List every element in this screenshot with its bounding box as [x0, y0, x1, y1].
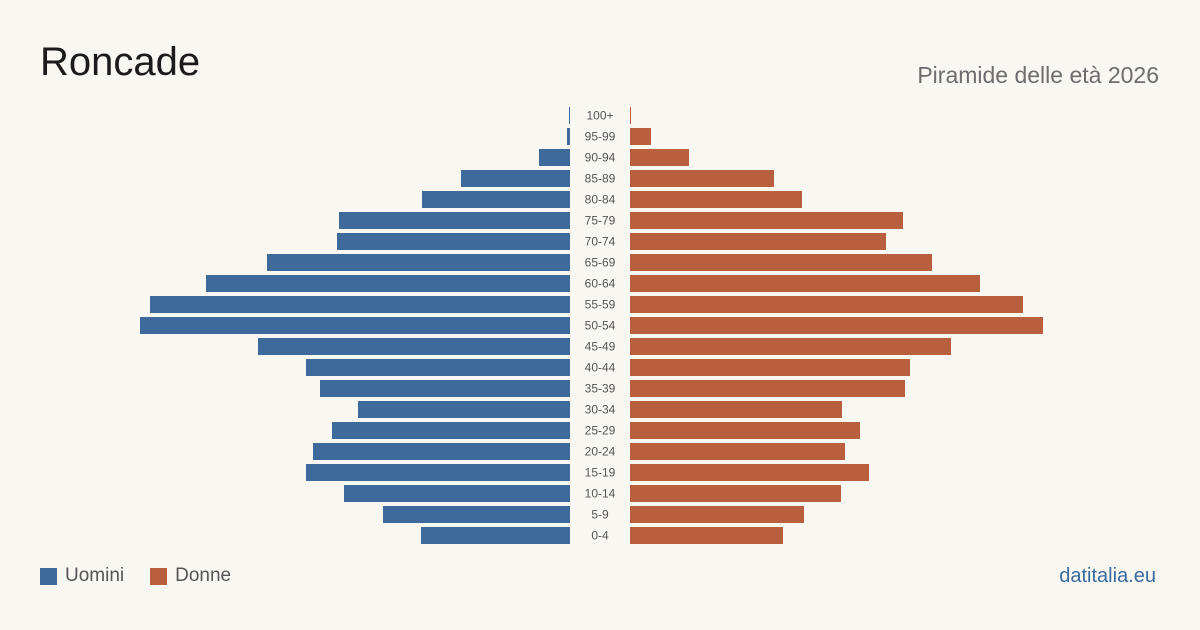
bar-men-5-9 — [383, 506, 570, 523]
legend-label-men: Uomini — [65, 565, 125, 586]
bar-women-15-19 — [630, 464, 869, 481]
page-title: Roncade — [40, 40, 201, 84]
bar-women-60-64 — [630, 275, 980, 292]
age-label-95-99: 95-99 — [585, 130, 616, 144]
age-label-75-79: 75-79 — [585, 214, 616, 228]
bar-women-100plus — [630, 107, 631, 124]
bar-women-30-34 — [630, 401, 842, 418]
bar-men-75-79 — [339, 212, 570, 229]
age-label-65-69: 65-69 — [585, 256, 616, 270]
bar-men-35-39 — [320, 380, 570, 397]
bar-women-25-29 — [630, 422, 860, 439]
legend-swatch-men — [40, 567, 57, 585]
bar-men-60-64 — [206, 275, 570, 292]
bar-women-5-9 — [630, 506, 804, 523]
bar-women-75-79 — [630, 212, 903, 229]
bar-women-70-74 — [630, 233, 886, 250]
bar-men-80-84 — [422, 191, 570, 208]
bar-women-45-49 — [630, 338, 951, 355]
age-label-5-9: 5-9 — [591, 508, 609, 522]
bar-men-65-69 — [267, 254, 570, 271]
age-label-25-29: 25-29 — [585, 424, 616, 438]
bar-women-90-94 — [630, 149, 689, 166]
bar-women-85-89 — [630, 170, 774, 187]
age-label-55-59: 55-59 — [585, 298, 616, 312]
bar-men-50-54 — [140, 317, 570, 334]
bar-men-85-89 — [461, 170, 570, 187]
bar-men-40-44 — [306, 359, 570, 376]
bar-men-15-19 — [306, 464, 570, 481]
age-label-45-49: 45-49 — [585, 340, 616, 354]
bar-men-55-59 — [150, 296, 570, 313]
legend-item-men: Uomini — [40, 565, 124, 587]
bar-men-95-99 — [567, 128, 570, 145]
bar-men-100plus — [569, 107, 570, 124]
age-label-40-44: 40-44 — [585, 361, 616, 375]
age-label-10-14: 10-14 — [585, 487, 616, 501]
age-label-15-19: 15-19 — [585, 466, 616, 480]
bar-women-95-99 — [630, 128, 651, 145]
bar-women-80-84 — [630, 191, 802, 208]
chart-subtitle: Piramide delle età 2026 — [917, 62, 1159, 88]
bar-men-25-29 — [332, 422, 570, 439]
chart-legend: Uomini Donne — [40, 565, 231, 587]
legend-item-women: Donne — [150, 565, 231, 587]
age-label-85-89: 85-89 — [585, 172, 616, 186]
bar-men-70-74 — [337, 233, 570, 250]
bar-women-10-14 — [630, 485, 841, 502]
bar-women-35-39 — [630, 380, 905, 397]
bar-women-0-4 — [630, 527, 783, 544]
bar-women-20-24 — [630, 443, 845, 460]
site-link[interactable]: datitalia.eu — [1059, 565, 1156, 587]
bar-men-30-34 — [358, 401, 570, 418]
bar-men-20-24 — [313, 443, 570, 460]
bar-men-45-49 — [258, 338, 570, 355]
age-label-100plus: 100+ — [586, 109, 613, 123]
legend-swatch-women — [150, 567, 168, 585]
age-label-60-64: 60-64 — [585, 277, 616, 291]
age-label-30-34: 30-34 — [585, 403, 616, 417]
bar-women-65-69 — [630, 254, 932, 271]
age-label-70-74: 70-74 — [585, 235, 616, 249]
bar-men-0-4 — [421, 527, 570, 544]
age-label-35-39: 35-39 — [585, 382, 616, 396]
bar-women-55-59 — [630, 296, 1023, 313]
age-label-20-24: 20-24 — [585, 445, 616, 459]
bar-men-10-14 — [344, 485, 570, 502]
age-label-80-84: 80-84 — [585, 193, 616, 207]
age-label-50-54: 50-54 — [585, 319, 616, 333]
bar-women-50-54 — [630, 317, 1043, 334]
bar-men-90-94 — [539, 149, 570, 166]
age-label-90-94: 90-94 — [585, 151, 616, 165]
legend-label-women: Donne — [175, 565, 232, 586]
bar-women-40-44 — [630, 359, 910, 376]
age-label-0-4: 0-4 — [591, 529, 609, 543]
